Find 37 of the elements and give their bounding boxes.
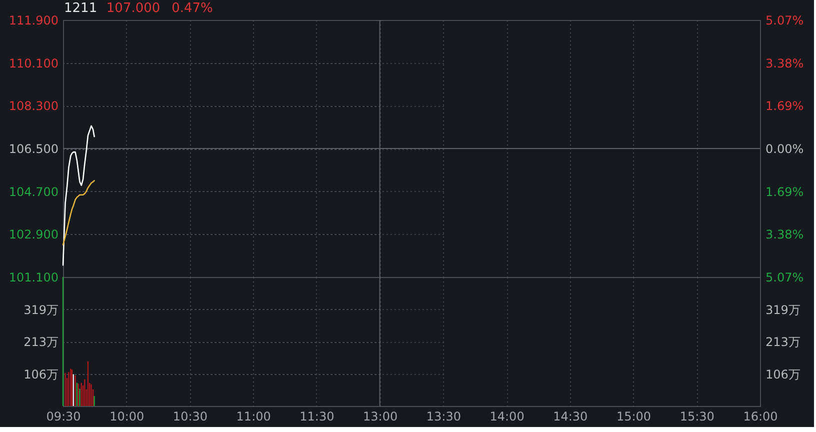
y-tick-label: 104.700 bbox=[8, 184, 58, 199]
y-tick-label: 101.100 bbox=[8, 270, 58, 284]
y-tick-label: 106.500 bbox=[8, 142, 58, 156]
x-tick-label: 15:30 bbox=[680, 410, 714, 424]
line-series bbox=[62, 180, 95, 246]
x-tick-label: 11:00 bbox=[236, 410, 271, 424]
y-tick-label: 213万 bbox=[766, 335, 800, 349]
text: 107.000 bbox=[106, 1, 160, 16]
x-tick-label: 10:30 bbox=[172, 410, 208, 424]
y-tick-label: 1.69% bbox=[766, 184, 804, 199]
x-tick-label: 14:30 bbox=[553, 410, 588, 424]
x-tick-label: 13:00 bbox=[363, 410, 398, 424]
chart-title: 1211 bbox=[64, 1, 98, 16]
x-tick-label: 10:00 bbox=[110, 410, 144, 424]
y-tick-label: 102.900 bbox=[8, 228, 58, 242]
y-tick-label: 106万 bbox=[24, 367, 58, 382]
x-tick-label: 11:30 bbox=[300, 410, 334, 424]
y-tick-label: 5.07% bbox=[766, 14, 804, 28]
y-tick-label: 3.38% bbox=[766, 228, 804, 242]
x-tick-label: 16:00 bbox=[743, 410, 778, 424]
text: 0.47% bbox=[172, 1, 213, 16]
x-tick-label: 15:00 bbox=[616, 410, 652, 424]
y-tick-label: 111.900 bbox=[8, 14, 58, 28]
y-tick-label: 213万 bbox=[24, 335, 58, 349]
x-tick-label: 13:30 bbox=[426, 410, 461, 424]
y-tick-label: 319万 bbox=[766, 302, 800, 317]
y-tick-label: 106万 bbox=[766, 367, 800, 382]
y-tick-label: 108.300 bbox=[8, 99, 58, 114]
y-tick-label: 0.00% bbox=[766, 142, 804, 156]
y-tick-label: 5.07% bbox=[766, 270, 804, 284]
y-tick-label: 110.100 bbox=[8, 56, 58, 70]
line-series bbox=[62, 125, 95, 266]
y-tick-label: 1.69% bbox=[766, 99, 804, 114]
y-tick-label: 319万 bbox=[24, 302, 58, 317]
y-tick-label: 3.38% bbox=[766, 56, 804, 70]
x-tick-label: 09:30 bbox=[46, 410, 81, 424]
x-tick-label: 14:00 bbox=[490, 410, 524, 424]
